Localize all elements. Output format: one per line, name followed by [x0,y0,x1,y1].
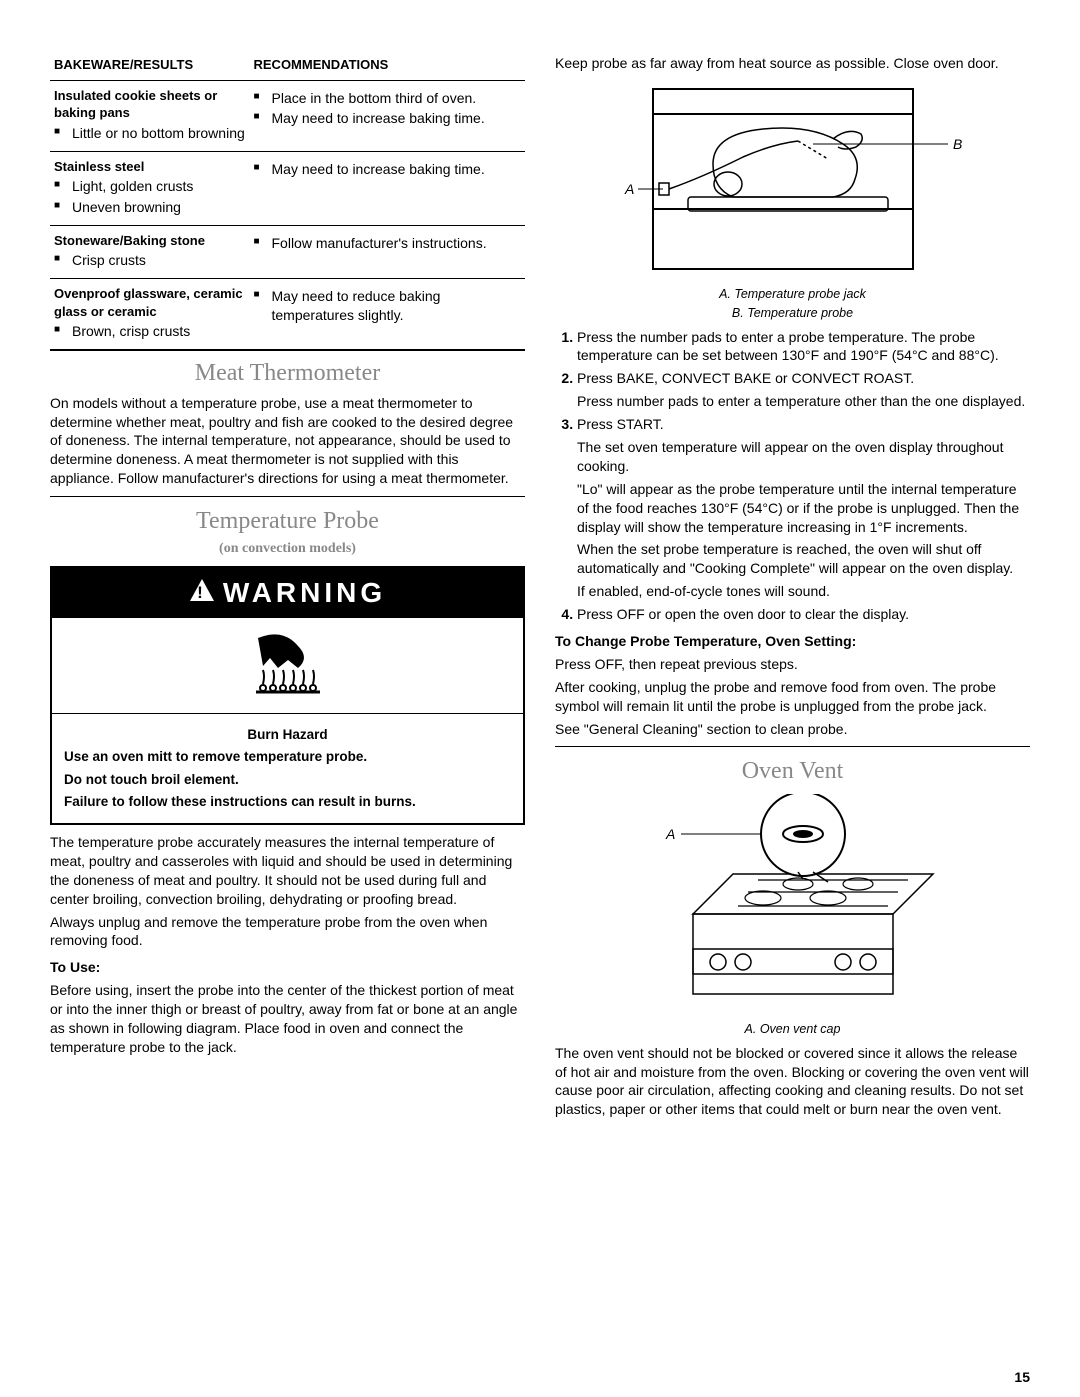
oven-vent-diagram: A A. Oven vent cap [555,794,1030,1038]
bakeware-title: Stainless steel [54,158,246,176]
warning-header: ! WARNING [52,568,523,618]
step-item: Press OFF or open the oven door to clear… [577,605,1030,624]
warn-line-0: Burn Hazard [64,726,511,744]
bakeware-rec: May need to increase baking time. [272,160,522,179]
diagram1-caption-b: B. Temperature probe [555,305,1030,322]
bakeware-header-1: RECOMMENDATIONS [250,50,526,80]
bakeware-title: Stoneware/Baking stone [54,232,246,250]
bakeware-table: BAKEWARE/RESULTS RECOMMENDATIONS Insulat… [50,50,525,351]
probe-intro-1: Always unplug and remove the temperature… [50,913,525,951]
step-paragraph: "Lo" will appear as the probe temperatur… [577,480,1030,537]
warn-line-2: Do not touch broil element. [64,771,511,789]
warn-line-3: Failure to follow these instructions can… [64,793,511,811]
probe-diagram: A B A. Temperature probe jack B. Tempera… [555,79,1030,322]
change-probe-heading: To Change Probe Temperature, Oven Settin… [555,632,1030,651]
bakeware-title: Insulated cookie sheets or baking pans [54,87,246,122]
svg-text:!: ! [197,583,207,602]
to-use-heading: To Use: [50,958,525,977]
meat-thermometer-heading: Meat Thermometer [50,357,525,389]
step-paragraph: The set oven temperature will appear on … [577,438,1030,476]
bakeware-rec: Place in the bottom third of oven. [272,89,522,108]
diagram1-caption-a: A. Temperature probe jack [555,286,1030,303]
bakeware-result: Uneven browning [72,198,246,217]
change-probe-p1: After cooking, unplug the probe and remo… [555,678,1030,716]
steps-list: Press the number pads to enter a probe t… [555,328,1030,624]
table-row: Ovenproof glassware, ceramic glass or ce… [50,279,525,350]
to-use-body: Before using, insert the probe into the … [50,981,525,1057]
warn-line-1: Use an oven mitt to remove temperature p… [64,748,511,766]
temperature-probe-subheading: (on convection models) [50,540,525,559]
bakeware-result: Little or no bottom browning [72,124,246,143]
step-paragraph: If enabled, end-of-cycle tones will soun… [577,582,1030,601]
page-number: 15 [1014,1368,1030,1387]
divider [555,746,1030,747]
oven-vent-body: The oven vent should not be blocked or c… [555,1044,1030,1120]
step-paragraph: Press OFF or open the oven door to clear… [577,606,909,622]
probe-intro-0: The temperature probe accurately measure… [50,833,525,909]
oven-vent-heading: Oven Vent [555,755,1030,787]
bakeware-rec: May need to increase baking time. [272,109,522,128]
right-intro: Keep probe as far away from heat source … [555,54,1030,73]
bakeware-result: Brown, crisp crusts [72,322,246,341]
oven-vent-caption: A. Oven vent cap [555,1021,1030,1038]
bakeware-header-0: BAKEWARE/RESULTS [50,50,250,80]
step-paragraph: Press BAKE, CONVECT BAKE or CONVECT ROAS… [577,370,914,386]
step-item: Press BAKE, CONVECT BAKE or CONVECT ROAS… [577,369,1030,411]
step-paragraph: Press number pads to enter a temperature… [577,392,1030,411]
step-paragraph: When the set probe temperature is reache… [577,540,1030,578]
warning-text: Burn Hazard Use an oven mitt to remove t… [52,714,523,823]
step-paragraph: Press START. [577,416,664,432]
bakeware-rec: Follow manufacturer's instructions. [272,234,522,253]
meat-thermometer-body: On models without a temperature probe, u… [50,394,525,488]
change-probe-p0: Press OFF, then repeat previous steps. [555,655,1030,674]
table-row: Stainless steelLight, golden crusts Uneve… [50,151,525,225]
divider [50,496,525,497]
table-row: Stoneware/Baking stoneCrisp crusts Follow… [50,225,525,278]
warning-box: ! WARNING [50,566,525,825]
warning-label: WARNING [223,574,386,612]
change-probe-p2: See "General Cleaning" section to clean … [555,720,1030,739]
table-row: Insulated cookie sheets or baking pans Li… [50,80,525,151]
bakeware-result: Crisp crusts [72,251,246,270]
bakeware-title: Ovenproof glassware, ceramic glass or ce… [54,285,246,320]
svg-text:A: A [665,826,675,842]
burn-hazard-illustration [52,618,523,714]
temperature-probe-heading: Temperature Probe [50,505,525,537]
step-paragraph: Press the number pads to enter a probe t… [577,329,999,364]
right-column: Keep probe as far away from heat source … [555,50,1030,1367]
bakeware-result: Light, golden crusts [72,177,246,196]
warning-triangle-icon: ! [189,574,215,612]
svg-text:B: B [953,136,962,152]
left-column: BAKEWARE/RESULTS RECOMMENDATIONS Insulat… [50,50,525,1367]
svg-text:A: A [624,181,634,197]
step-item: Press the number pads to enter a probe t… [577,328,1030,366]
bakeware-rec: May need to reduce baking temperatures s… [272,287,522,325]
step-item: Press START. The set oven temperature wil… [577,415,1030,601]
